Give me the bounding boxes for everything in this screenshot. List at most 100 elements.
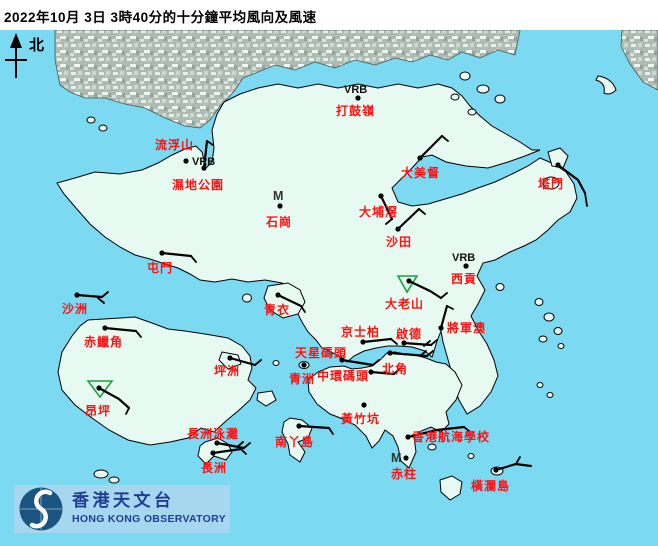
ma-wan-island xyxy=(242,293,252,303)
wind-barb-tick-icon xyxy=(240,448,247,455)
station-dot-icon xyxy=(159,250,165,256)
station-label: 大美督 xyxy=(401,165,440,180)
wind-barb-tick-icon xyxy=(463,426,470,432)
station-label: 長洲 xyxy=(201,460,227,475)
station-label: 南丫島 xyxy=(275,434,314,449)
wind-barb-staff-icon xyxy=(418,134,444,160)
wind-barb-staff-icon xyxy=(439,304,449,330)
station-flag: VRB xyxy=(452,252,475,264)
station-dot-icon xyxy=(387,350,393,356)
wind-barb-staff-icon xyxy=(97,386,131,410)
station-dot-icon xyxy=(355,95,361,101)
station-dot-icon xyxy=(102,325,108,331)
wind-barb-staff-icon xyxy=(340,358,375,367)
mirs-bay-crescent-islet xyxy=(595,75,617,95)
station-dot-icon xyxy=(493,467,499,473)
po-toi-island xyxy=(439,475,463,501)
south-islet-1 xyxy=(427,443,437,451)
page-title: 2022年10月 3日 3時40分的十分鐘平均風向及風速 xyxy=(4,10,317,25)
ninepin-island-3 xyxy=(553,327,563,335)
soko-island-2 xyxy=(108,476,120,484)
crooked-island xyxy=(467,108,477,116)
wind-barb-tick-icon xyxy=(419,350,427,357)
station-ta-kwu-ling: VRB 打鼓嶺 xyxy=(336,84,375,118)
station-label: 中環碼頭 xyxy=(317,368,369,383)
wind-barb-tick-icon xyxy=(300,305,306,313)
station-label: 啟德 xyxy=(396,326,422,341)
station-dot-icon xyxy=(277,203,283,209)
shelter-island xyxy=(495,283,505,291)
station-dot-icon xyxy=(201,165,207,171)
kat-o-island-1 xyxy=(459,71,471,81)
mainland-shenzhen xyxy=(54,30,521,129)
wind-barb-staff-icon xyxy=(406,425,466,439)
hko-name-zh: 香港天文台 xyxy=(72,490,175,510)
station-dot-icon xyxy=(301,362,307,368)
station-dot-icon xyxy=(438,325,444,331)
wind-barb-staff-icon xyxy=(75,293,104,299)
wind-barb-tick-icon xyxy=(372,359,380,366)
station-label: 北角 xyxy=(382,361,408,376)
station-label: 濕地公園 xyxy=(172,177,224,192)
station-chek-lap-kok: 赤鱲角 xyxy=(84,325,142,349)
station-wetland-park: VRB 濕地公園 xyxy=(172,156,224,192)
station-dot-icon xyxy=(210,450,216,456)
station-label: 坪洲 xyxy=(214,364,240,378)
station-label: 赤鱲角 xyxy=(84,334,123,349)
north-label: 北 xyxy=(29,37,44,54)
wind-barb-staff-icon xyxy=(215,441,246,450)
wind-barb-staff-icon xyxy=(276,293,303,308)
station-central-pier: 中環碼頭 xyxy=(317,368,400,383)
station-dot-icon xyxy=(296,423,302,429)
hko-banner: 香港天文台 HONG KONG OBSERVATORY xyxy=(14,485,230,533)
wind-barb-tick-icon xyxy=(125,407,130,415)
station-label: 西貢 xyxy=(451,272,477,286)
station-dot-icon xyxy=(339,357,345,363)
wind-barb-tick-icon xyxy=(190,255,197,263)
mainland-northeast xyxy=(620,30,658,91)
station-label: 赤柱 xyxy=(391,466,417,481)
bluff-islet-1 xyxy=(536,382,544,388)
wind-barb-tick-icon xyxy=(254,359,262,366)
kau-yi-chau-island xyxy=(272,360,280,366)
wind-barb-tick-icon xyxy=(385,218,393,225)
station-dot-icon xyxy=(555,162,561,168)
station-flag: M xyxy=(273,189,283,203)
wind-barb-staff-icon xyxy=(202,139,209,170)
wind-barb-tick-icon xyxy=(206,140,214,146)
wind-barb-tick-icon xyxy=(135,330,142,338)
station-dot-icon xyxy=(378,193,384,199)
kat-o-island-3 xyxy=(494,94,506,104)
hei-ling-chau-island xyxy=(256,390,277,407)
station-flag: VRB xyxy=(344,84,367,96)
station-label: 將軍澳 xyxy=(447,320,486,335)
hko-logo-swirl-icon xyxy=(29,489,53,529)
station-dot-icon xyxy=(401,340,407,346)
station-dot-icon xyxy=(361,402,367,408)
station-label: 青洲 xyxy=(289,371,315,386)
station-cheung-chau: 長洲 xyxy=(201,447,247,475)
station-label: 京士柏 xyxy=(341,324,380,339)
wind-barb-staff-icon xyxy=(297,424,331,430)
wind-barb-tick-icon xyxy=(584,192,588,207)
station-label: 打鼓嶺 xyxy=(336,103,375,118)
station-wong-chuk-hang: 黃竹坑 xyxy=(340,402,379,426)
wind-barb-staff-icon xyxy=(396,207,421,231)
kat-o-island-2 xyxy=(476,84,490,94)
ninepin-island-2 xyxy=(543,312,555,322)
wind-barb-tick-icon xyxy=(440,292,448,299)
wind-barb-staff-icon xyxy=(103,326,138,333)
station-dot-icon xyxy=(403,455,409,461)
station-lamma-island: 南丫島 xyxy=(275,423,334,449)
station-dot-icon xyxy=(227,355,233,361)
station-dot-icon xyxy=(368,369,374,375)
station-label: 大老山 xyxy=(385,296,424,311)
south-islet-2 xyxy=(467,453,475,459)
station-tsing-yi: 青衣 xyxy=(264,292,306,317)
station-green-island: 青洲 xyxy=(289,362,315,386)
station-label: 天星碼頭 xyxy=(295,345,347,360)
station-label: 昂坪 xyxy=(85,404,111,418)
station-dot-icon xyxy=(275,292,281,298)
station-north-point: 北角 xyxy=(382,350,434,376)
